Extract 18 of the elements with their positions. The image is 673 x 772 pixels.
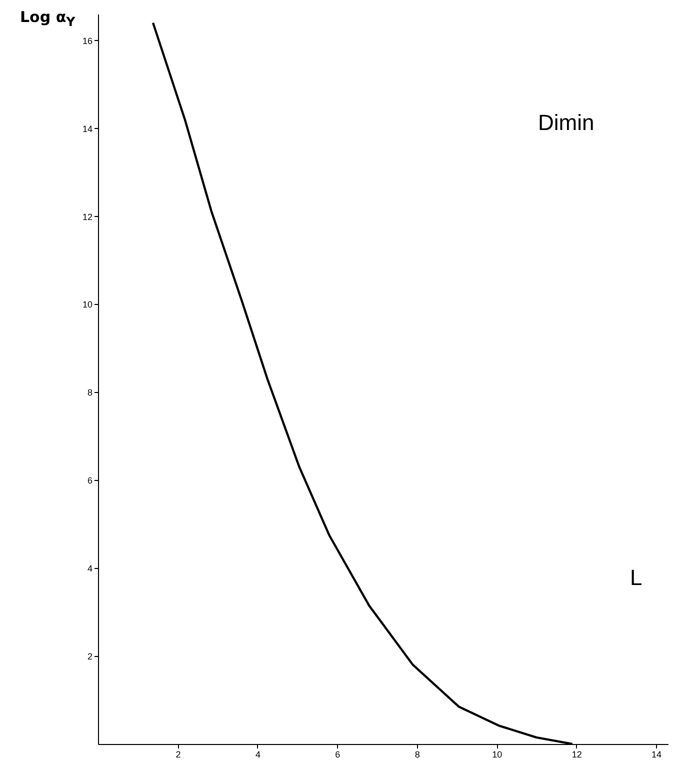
x-tick-label: 6: [335, 750, 340, 760]
x-tick-label: 4: [255, 750, 260, 760]
annotation: L: [630, 565, 642, 591]
x-tick-label: 12: [572, 750, 582, 760]
y-tick-label: 12: [82, 212, 92, 222]
x-tick-label: 14: [652, 750, 662, 760]
x-tick-label: 10: [492, 750, 502, 760]
y-tick-label: 6: [87, 476, 92, 486]
y-tick-label: 4: [87, 564, 92, 574]
y-tick-label: 14: [82, 124, 92, 134]
y-tick-label: 2: [87, 652, 92, 662]
annotation: Dimin: [538, 110, 594, 136]
x-tick-label: 2: [176, 750, 181, 760]
y-tick-label: 10: [82, 300, 92, 310]
y-axis-title: Log α$_{Y}$: [20, 8, 76, 29]
y-tick-label: 16: [82, 36, 92, 46]
y-tick-label: 8: [87, 388, 92, 398]
x-tick-label: 8: [414, 750, 420, 760]
